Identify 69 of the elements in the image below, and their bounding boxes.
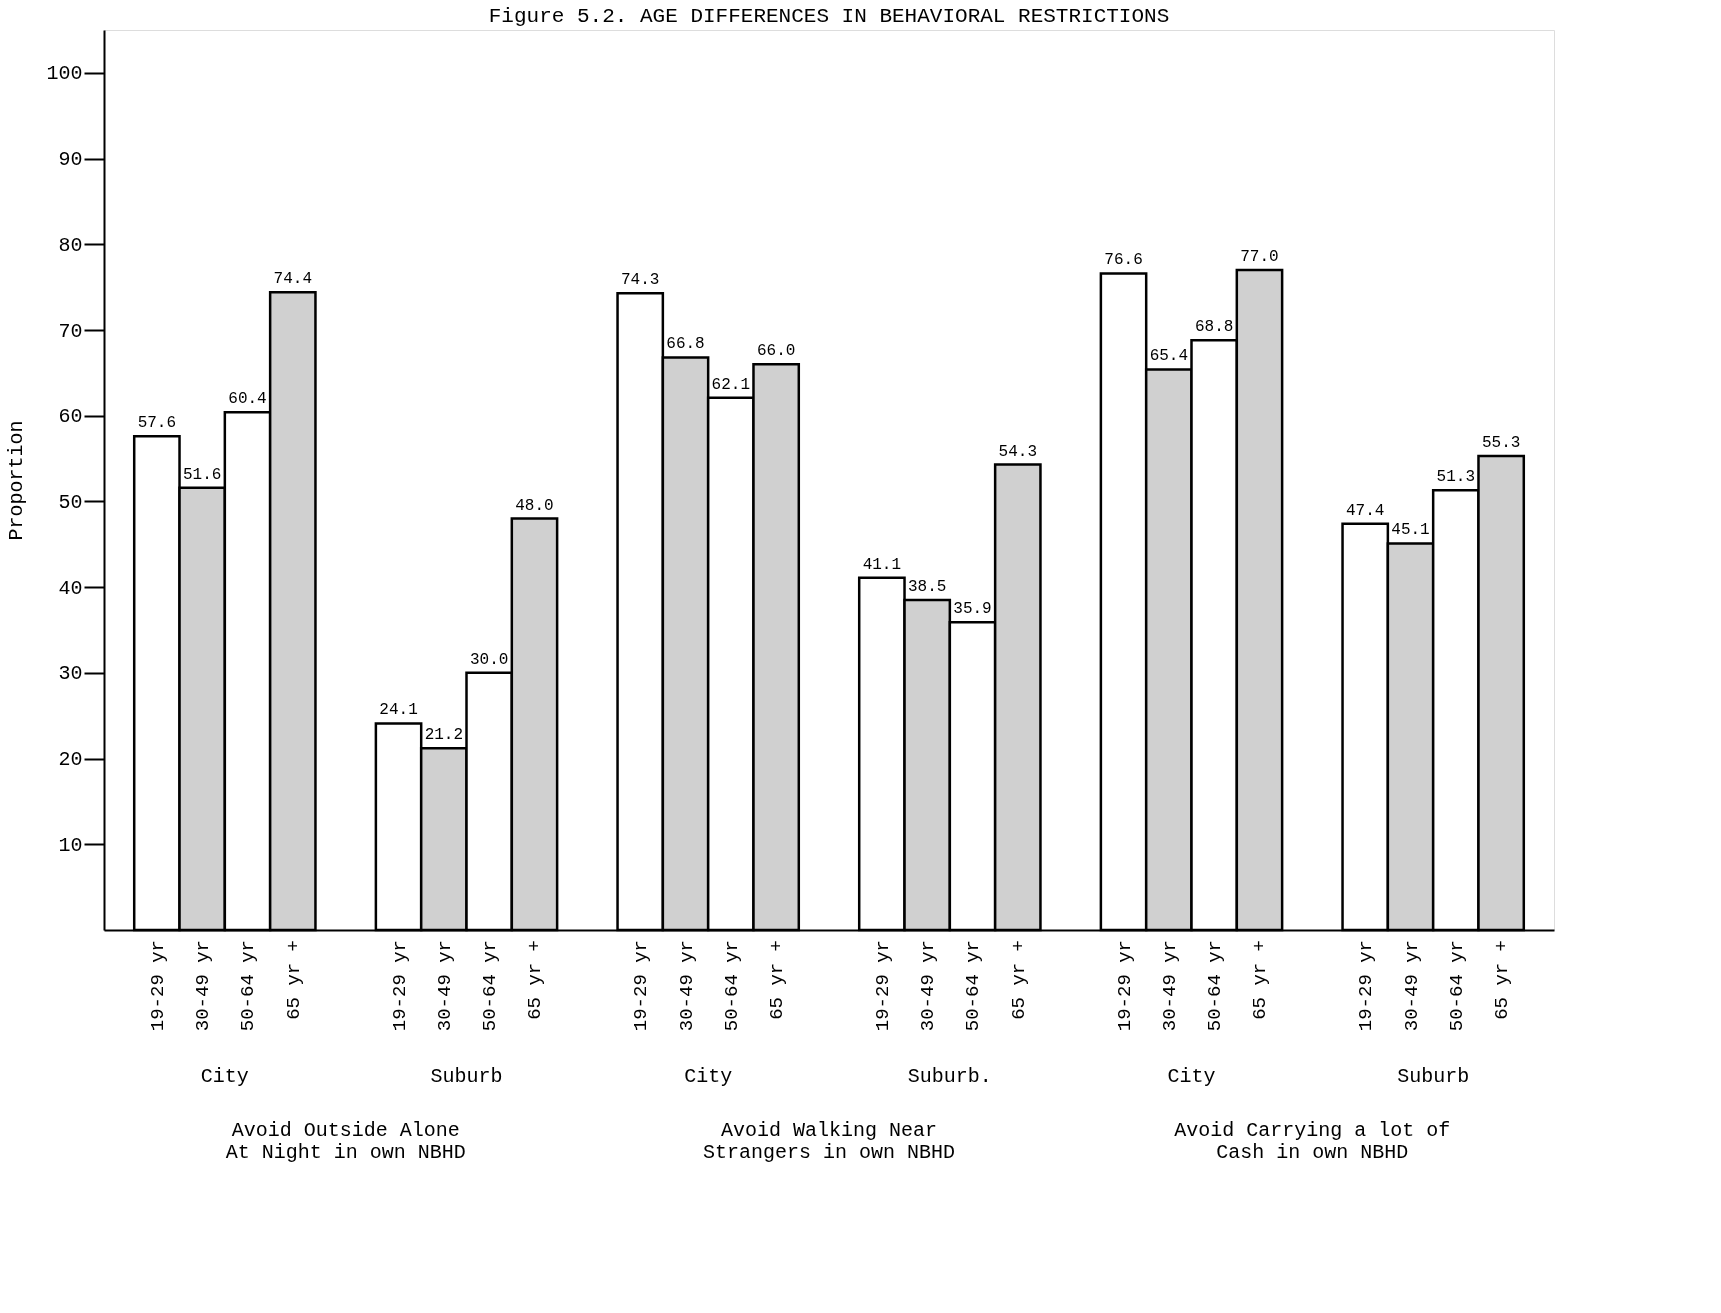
y-tick-label: 70 xyxy=(58,319,83,343)
y-tick-label: 40 xyxy=(58,576,83,600)
text: 30-49 yr xyxy=(917,940,940,1032)
y-tick-label: 90 xyxy=(58,148,83,172)
text: 50-64 yr xyxy=(1445,940,1468,1032)
data-label: 68.8 xyxy=(1194,318,1234,337)
y-tick-label: 30 xyxy=(58,662,83,686)
data-label: 66.8 xyxy=(666,335,705,354)
text: 65 yr + xyxy=(282,940,305,1020)
text: 19-29 yr xyxy=(146,940,169,1032)
data-label: 51.3 xyxy=(1436,468,1476,487)
data-label: 35.9 xyxy=(953,600,992,619)
x-tick-label: City xyxy=(200,1064,249,1088)
data-label: 21.2 xyxy=(424,726,464,745)
y-tick-label: 100 xyxy=(46,62,83,86)
data-label: 54.3 xyxy=(998,442,1038,461)
text: 65 yr + xyxy=(1491,940,1514,1020)
text: 19-29 yr xyxy=(871,940,894,1032)
text: Avoid Carrying a lot of Cash in own NBHD xyxy=(1174,1119,1451,1164)
data-label: 74.3 xyxy=(620,271,660,290)
data-label: 41.1 xyxy=(862,555,902,574)
data-label: 65.4 xyxy=(1149,347,1189,366)
text: 30-49 yr xyxy=(1400,940,1423,1032)
data-label: 38.5 xyxy=(907,578,947,596)
data-label: 30.0 xyxy=(469,650,509,669)
text: 19-29 yr xyxy=(388,940,411,1032)
data-label: 66.0 xyxy=(756,342,796,361)
data-label: 47.4 xyxy=(1345,501,1385,520)
data-label: 62.1 xyxy=(711,375,751,394)
data-label: 76.6 xyxy=(1104,251,1143,270)
data-label: 55.3 xyxy=(1481,434,1521,452)
text: 50-64 yr xyxy=(237,940,260,1032)
y-tick-label: 20 xyxy=(58,748,83,772)
data-label: 77.0 xyxy=(1240,248,1279,266)
text: Avoid Walking Near Strangers in own NBHD xyxy=(702,1119,956,1164)
text: 30-49 yr xyxy=(192,940,215,1032)
text: 65 yr + xyxy=(524,940,547,1020)
text: 30-49 yr xyxy=(433,940,456,1032)
data-label: 57.6 xyxy=(137,414,177,433)
x-tick-label: Suburb xyxy=(430,1064,503,1088)
data-label: 60.4 xyxy=(228,390,267,409)
text: 50-64 yr xyxy=(479,940,502,1032)
text: 50-64 yr xyxy=(962,940,985,1032)
text: 50-64 yr xyxy=(1204,940,1227,1032)
data-label: 48.0 xyxy=(515,496,554,515)
text: 19-29 yr xyxy=(1355,940,1378,1032)
chart-title: Figure 5.2. AGE DIFFERENCES IN BEHAVIORAL RESTRICTIONS xyxy=(488,5,1170,28)
data-label: 24.1 xyxy=(379,701,418,720)
text: 19-29 yr xyxy=(630,940,653,1032)
data-label: 51.6 xyxy=(182,465,222,484)
text: 65 yr + xyxy=(1007,940,1030,1020)
text: 30-49 yr xyxy=(675,940,698,1032)
x-tick-label: Suburb xyxy=(1397,1064,1470,1088)
text: Avoid Outside Alone At Night in own NBHD xyxy=(225,1119,466,1164)
text: 19-29 yr xyxy=(1113,940,1136,1032)
x-tick-label: City xyxy=(1167,1064,1216,1088)
x-tick-label: Suburb. xyxy=(907,1064,992,1088)
y-tick-label: 60 xyxy=(58,405,83,429)
y-tick-label: 10 xyxy=(58,833,83,857)
text: 65 yr + xyxy=(1249,940,1272,1020)
data-label: 45.1 xyxy=(1391,521,1430,540)
text: 30-49 yr xyxy=(1158,940,1181,1032)
text: 50-64 yr xyxy=(720,940,743,1032)
data-label: 74.4 xyxy=(273,270,313,289)
x-tick-label: City xyxy=(684,1064,733,1088)
y-tick-label: 50 xyxy=(58,490,83,514)
y-tick-label: 80 xyxy=(58,233,83,257)
text: 65 yr + xyxy=(766,940,789,1020)
y-axis-title: Proportion xyxy=(5,420,29,541)
